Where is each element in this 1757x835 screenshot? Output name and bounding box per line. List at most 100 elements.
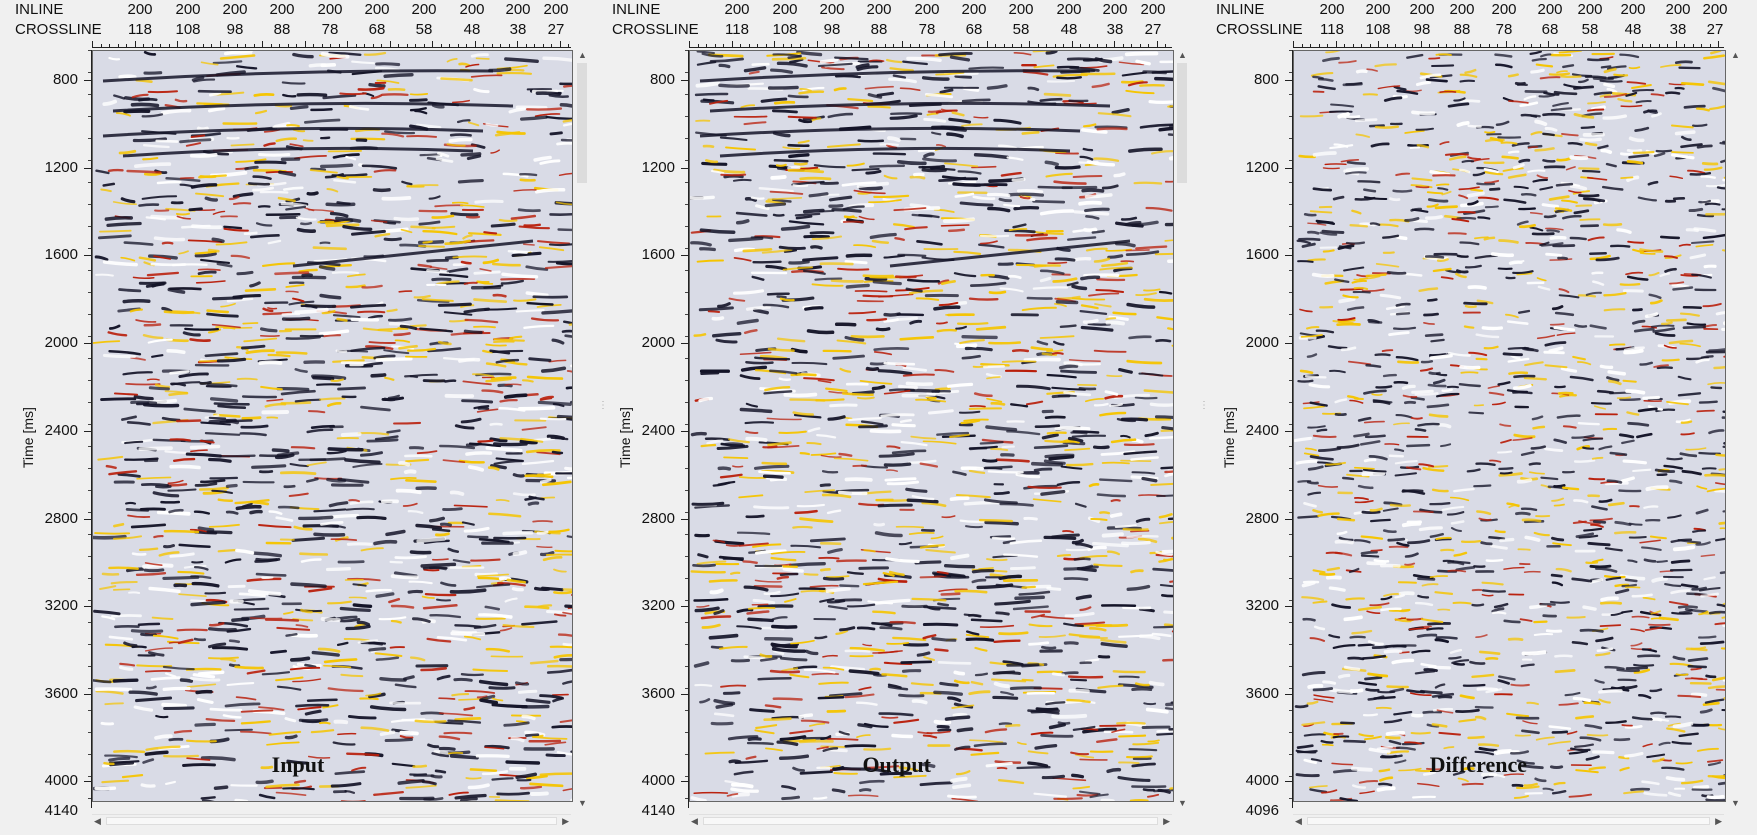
- scroll-down-arrow[interactable]: ▼: [1178, 798, 1187, 808]
- time-tick-label: 4000: [1245, 772, 1279, 789]
- scroll-down-arrow[interactable]: ▼: [1731, 798, 1740, 808]
- inline-tick-label: 200: [1409, 1, 1435, 18]
- scroll-down-arrow[interactable]: ▼: [578, 798, 587, 808]
- crossline-tick-label: 88: [273, 21, 291, 38]
- inline-tick-label: 200: [866, 1, 892, 18]
- time-tick-label: 800: [649, 71, 675, 88]
- inline-label: INLINE: [612, 1, 661, 18]
- crossline-tick-label: 68: [368, 21, 386, 38]
- scroll-left-arrow[interactable]: ◀: [94, 816, 101, 826]
- time-tick-label: 3600: [44, 685, 78, 702]
- crossline-tick-label: 38: [1669, 21, 1687, 38]
- scroll-right-arrow[interactable]: ▶: [1715, 816, 1722, 826]
- crossline-tick-label: 48: [1060, 21, 1078, 38]
- crossline-tick-label: 68: [965, 21, 983, 38]
- scroll-right-arrow[interactable]: ▶: [562, 816, 569, 826]
- inline-tick-label: 200: [459, 1, 485, 18]
- inline-tick-label: 200: [819, 1, 845, 18]
- inline-tick-label: 200: [1140, 1, 1166, 18]
- crossline-tick-label: 118: [128, 21, 152, 38]
- time-tick-label: 2400: [1245, 422, 1279, 439]
- inline-tick-label: 200: [1365, 1, 1391, 18]
- panel-title: Difference: [1429, 752, 1527, 777]
- inline-tick-label: 200: [505, 1, 531, 18]
- vertical-scrollbar[interactable]: ▲ ▼: [1728, 50, 1742, 810]
- inline-tick-label: 200: [772, 1, 798, 18]
- horizontal-scrollbar[interactable]: ◀ ▶: [1293, 814, 1724, 827]
- time-axis-title: Time [ms]: [617, 407, 633, 468]
- crossline-tick-label: 98: [226, 21, 244, 38]
- seismic-wiggle-image: [93, 51, 572, 801]
- seismic-wiggle-image: [1294, 51, 1725, 801]
- seismic-viewer-input: INLINE CROSSLINE 200 200 200 200 200 200 200 200 2…: [0, 0, 590, 835]
- seismic-section-output[interactable]: [689, 50, 1174, 802]
- seismic-section-difference[interactable]: [1293, 50, 1726, 802]
- crossline-label: CROSSLINE: [15, 21, 102, 38]
- horizontal-scroll-thumb[interactable]: [703, 817, 1158, 825]
- seismic-viewer-output: INLINE CROSSLINE 200 200 200 200 200 200 200 200 2…: [597, 0, 1189, 835]
- scroll-up-arrow[interactable]: ▲: [1731, 50, 1740, 60]
- top-ruler: [1293, 40, 1724, 48]
- crossline-tick-label: 48: [1624, 21, 1642, 38]
- vertical-scrollbar[interactable]: ▲ ▼: [1175, 50, 1189, 810]
- time-tick-label: 2000: [641, 334, 675, 351]
- time-tick-label: 2400: [641, 422, 675, 439]
- crossline-tick-label: 88: [1453, 21, 1471, 38]
- inline-tick-label: 200: [364, 1, 390, 18]
- inline-tick-label: 200: [1702, 1, 1728, 18]
- inline-tick-label: 200: [1319, 1, 1345, 18]
- horizontal-scrollbar[interactable]: ◀ ▶: [92, 814, 571, 827]
- horizontal-scroll-thumb[interactable]: [106, 817, 557, 825]
- inline-tick-label: 200: [1491, 1, 1517, 18]
- inline-tick-label: 200: [222, 1, 248, 18]
- inline-tick-label: 200: [1449, 1, 1475, 18]
- inline-tick-label: 200: [411, 1, 437, 18]
- scroll-up-arrow[interactable]: ▲: [1178, 50, 1187, 60]
- time-tick-label: 2400: [44, 422, 78, 439]
- horizontal-scroll-thumb[interactable]: [1307, 817, 1710, 825]
- time-tick-label: 1200: [641, 159, 675, 176]
- time-tick-label: 2800: [641, 510, 675, 527]
- panel-title: Input: [271, 752, 325, 777]
- inline-tick-label: 200: [1102, 1, 1128, 18]
- time-tick-label: 1600: [44, 246, 78, 263]
- panel-splitter[interactable]: ⋮: [598, 400, 608, 411]
- time-tick-label: 3200: [641, 597, 675, 614]
- inline-tick-label: 200: [127, 1, 153, 18]
- crossline-tick-label: 118: [1320, 21, 1344, 38]
- scroll-left-arrow[interactable]: ◀: [691, 816, 698, 826]
- crossline-tick-label: 58: [1012, 21, 1030, 38]
- time-tick-label: 4000: [641, 772, 675, 789]
- inline-tick-label: 200: [1537, 1, 1563, 18]
- crossline-label: CROSSLINE: [612, 21, 699, 38]
- crossline-tick-label: 118: [725, 21, 749, 38]
- inline-tick-label: 200: [269, 1, 295, 18]
- scroll-left-arrow[interactable]: ◀: [1295, 816, 1302, 826]
- time-tick-label: 2000: [1245, 334, 1279, 351]
- time-tick-label: 3600: [1245, 685, 1279, 702]
- crossline-tick-label: 98: [823, 21, 841, 38]
- seismic-viewer-difference: INLINE CROSSLINE 200 200 200 200 200 200 200 200 2…: [1198, 0, 1757, 835]
- vertical-scrollbar[interactable]: ▲ ▼: [575, 50, 589, 810]
- time-tick-label: 3200: [1245, 597, 1279, 614]
- time-axis-title: Time [ms]: [1221, 407, 1237, 468]
- time-end-label: 4096: [1245, 802, 1279, 819]
- crossline-tick-label: 27: [1144, 21, 1162, 38]
- scroll-up-arrow[interactable]: ▲: [578, 50, 587, 60]
- horizontal-scrollbar[interactable]: ◀ ▶: [689, 814, 1172, 827]
- scroll-right-arrow[interactable]: ▶: [1163, 816, 1170, 826]
- panel-splitter[interactable]: ⋮: [1199, 400, 1209, 411]
- vertical-scroll-thumb[interactable]: [1177, 63, 1187, 183]
- inline-tick-label: 200: [1056, 1, 1082, 18]
- vertical-scroll-thumb[interactable]: [577, 63, 587, 183]
- seismic-section-input[interactable]: [92, 50, 573, 802]
- time-axis-title: Time [ms]: [20, 407, 36, 468]
- time-tick-label: 1200: [44, 159, 78, 176]
- time-tick-label: 2000: [44, 334, 78, 351]
- top-ruler: [689, 40, 1172, 48]
- seismic-wiggle-image: [690, 51, 1173, 801]
- crossline-tick-label: 98: [1413, 21, 1431, 38]
- crossline-tick-label: 58: [1581, 21, 1599, 38]
- time-tick-label: 800: [52, 71, 78, 88]
- crossline-tick-label: 38: [509, 21, 527, 38]
